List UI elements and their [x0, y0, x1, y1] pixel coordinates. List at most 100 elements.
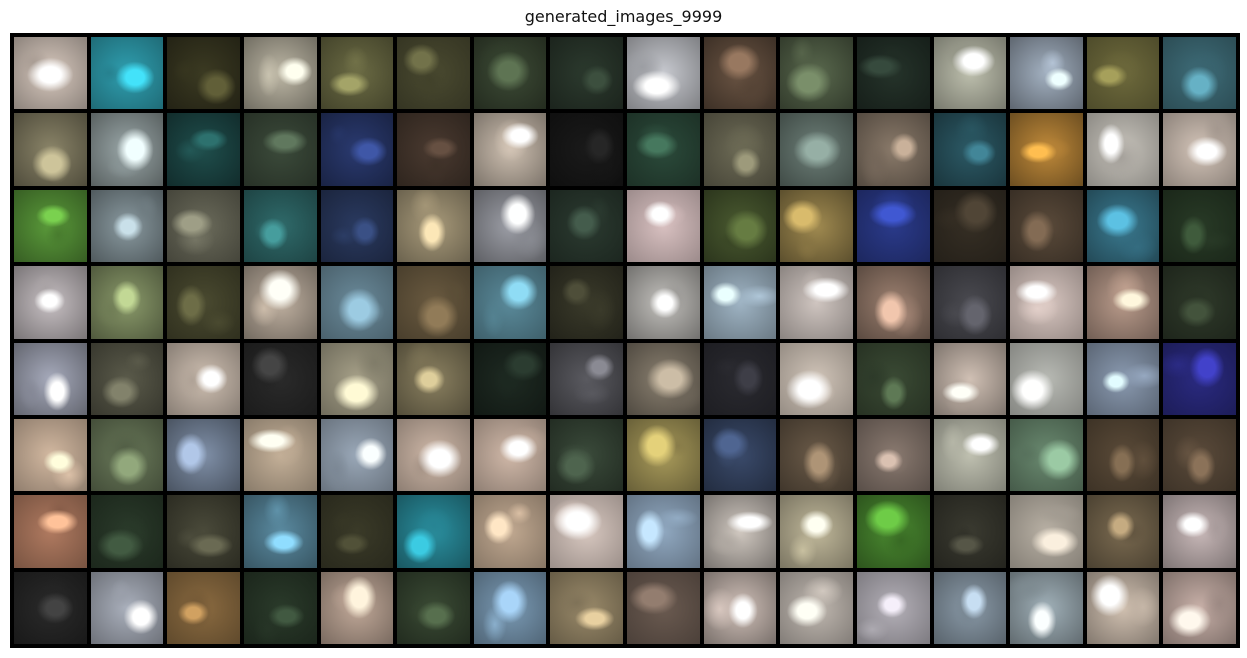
generated-image-tile [90, 113, 164, 186]
generated-image-tile [856, 571, 930, 644]
generated-image-tile [550, 113, 623, 186]
generated-image-tile [703, 266, 777, 339]
generated-image-tile [1086, 495, 1160, 568]
generated-image-tile [780, 189, 853, 263]
generated-image-tile [856, 495, 930, 568]
generated-image-tile [167, 495, 240, 568]
generated-image-tile [320, 342, 394, 415]
generated-image-tile [856, 37, 930, 110]
generated-image-tile [90, 418, 164, 492]
generated-image-tile [14, 113, 87, 186]
generated-image-tile [320, 418, 394, 492]
generated-image-tile [550, 418, 623, 492]
generated-image-tile [1010, 571, 1083, 644]
generated-image-tile [627, 571, 700, 644]
generated-image-tile [627, 342, 700, 415]
generated-image-tile [1010, 189, 1083, 263]
generated-image-tile [1086, 571, 1160, 644]
generated-image-tile [856, 418, 930, 492]
figure-title: generated_images_9999 [524, 7, 723, 26]
generated-image-tile [243, 571, 317, 644]
generated-image-tile [780, 342, 853, 415]
generated-image-tile [397, 189, 470, 263]
generated-image-tile [933, 266, 1007, 339]
generated-image-tile [1163, 571, 1236, 644]
generated-image-tile [703, 495, 777, 568]
generated-image-tile [780, 495, 853, 568]
generated-image-tile [14, 189, 87, 263]
generated-image-tile [933, 37, 1007, 110]
generated-image-tile [703, 571, 777, 644]
generated-image-tile [14, 266, 87, 339]
generated-image-tile [1163, 266, 1236, 339]
generated-image-tile [550, 342, 623, 415]
generated-image-tile [473, 571, 547, 644]
generated-image-tile [320, 189, 394, 263]
generated-image-tile [550, 189, 623, 263]
generated-image-tile [473, 266, 547, 339]
generated-image-tile [397, 571, 470, 644]
generated-image-tile [1086, 113, 1160, 186]
generated-image-tile [14, 37, 87, 110]
generated-image-tile [780, 571, 853, 644]
generated-image-tile [243, 418, 317, 492]
generated-image-tile [780, 113, 853, 186]
generated-image-tile [703, 189, 777, 263]
generated-image-tile [1163, 37, 1236, 110]
generated-image-tile [397, 418, 470, 492]
generated-image-tile [550, 571, 623, 644]
generated-image-tile [14, 418, 87, 492]
generated-image-tile [167, 266, 240, 339]
generated-image-tile [1010, 37, 1083, 110]
generated-image-tile [243, 342, 317, 415]
generated-image-tile [1086, 189, 1160, 263]
generated-image-tile [933, 189, 1007, 263]
generated-image-tile [780, 37, 853, 110]
image-grid [10, 33, 1240, 648]
generated-image-tile [243, 189, 317, 263]
generated-image-tile [473, 495, 547, 568]
generated-image-tile [550, 495, 623, 568]
generated-image-tile [90, 571, 164, 644]
generated-image-tile [1086, 266, 1160, 339]
generated-image-tile [90, 495, 164, 568]
generated-image-tile [550, 266, 623, 339]
generated-image-tile [703, 418, 777, 492]
generated-image-tile [320, 113, 394, 186]
generated-image-tile [780, 418, 853, 492]
generated-image-tile [243, 495, 317, 568]
generated-image-tile [627, 266, 700, 339]
generated-image-tile [320, 571, 394, 644]
generated-image-tile [1010, 113, 1083, 186]
generated-image-tile [1010, 495, 1083, 568]
generated-image-tile [627, 189, 700, 263]
generated-image-tile [243, 113, 317, 186]
generated-image-tile [703, 113, 777, 186]
generated-image-tile [627, 418, 700, 492]
generated-image-tile [703, 342, 777, 415]
generated-image-tile [1163, 342, 1236, 415]
generated-image-tile [14, 571, 87, 644]
generated-image-tile [397, 266, 470, 339]
generated-image-tile [167, 418, 240, 492]
generated-image-tile [1010, 342, 1083, 415]
generated-image-tile [627, 37, 700, 110]
generated-image-tile [473, 113, 547, 186]
generated-image-tile [856, 266, 930, 339]
generated-image-tile [473, 189, 547, 263]
generated-image-tile [1163, 113, 1236, 186]
generated-image-tile [167, 571, 240, 644]
generated-image-tile [167, 189, 240, 263]
generated-image-tile [1010, 266, 1083, 339]
generated-image-tile [1086, 342, 1160, 415]
generated-image-tile [243, 266, 317, 339]
generated-image-tile [473, 37, 547, 110]
generated-image-tile [320, 37, 394, 110]
generated-image-tile [14, 342, 87, 415]
generated-image-tile [320, 495, 394, 568]
generated-image-tile [550, 37, 623, 110]
generated-image-tile [473, 418, 547, 492]
generated-image-tile [90, 266, 164, 339]
generated-image-tile [243, 37, 317, 110]
generated-image-tile [933, 113, 1007, 186]
